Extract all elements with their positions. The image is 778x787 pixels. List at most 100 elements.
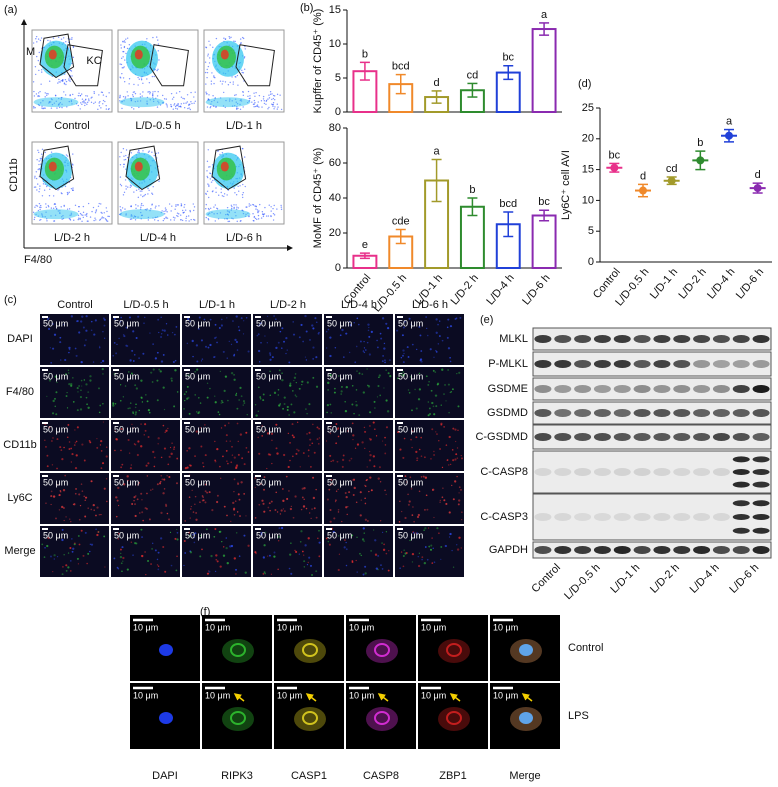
signal [85,329,88,332]
signal [318,437,321,439]
signal [458,371,461,374]
column-label: DAPI [152,770,178,782]
signal [287,432,290,435]
signal [300,508,303,511]
signal [226,514,228,517]
signal [206,491,209,494]
signal [65,564,68,567]
image [395,526,464,577]
signal [199,402,202,404]
signal [184,520,187,522]
event-dot [170,219,172,221]
signal [243,400,245,402]
signal [418,372,421,375]
micrograph: 50 μm [111,420,180,471]
signal [382,548,386,552]
signal [120,449,122,452]
signal [176,538,179,541]
event-dot [38,168,41,170]
event-dot [257,218,260,220]
event-dot [88,98,90,100]
signal [129,467,132,470]
event-dot [212,46,214,49]
signal [381,568,384,570]
micrograph: 50 μm [182,367,251,418]
event-dot [79,108,81,110]
event-dot [79,94,82,97]
protein-label: C-GSDMD [475,431,528,443]
event-dot [205,216,207,219]
signal [455,317,458,319]
event-dot [57,36,60,39]
signal [407,389,410,391]
event-dot [166,106,168,108]
event-dot [84,214,86,216]
event-dot [217,150,219,152]
signal [199,555,202,558]
event-dot [244,185,246,188]
event-dot [222,80,224,83]
signal [460,489,462,491]
signal [89,543,91,545]
event-dot [77,210,80,213]
event-dot [267,108,269,110]
signal [133,496,136,499]
event-dot [65,83,67,86]
event-dot [263,213,266,215]
signal [226,357,228,359]
signal [56,438,59,441]
signal [146,475,149,477]
event-dot [206,71,209,74]
signal [379,394,382,397]
column-label: L/D-0.5 h [123,299,168,311]
signal [415,436,418,439]
event-dot [224,38,227,41]
event-dot [33,107,35,109]
image [346,615,416,681]
signal [364,572,367,575]
signal [41,543,44,546]
signal [206,572,209,575]
event-dot [157,50,159,52]
signal [79,408,83,411]
signal [238,498,241,501]
signal [97,531,100,533]
signal [402,456,405,459]
signal [417,398,421,401]
nucleus [446,711,462,725]
signal [330,479,333,481]
signal [326,347,328,349]
event-dot [237,107,239,110]
event-dot [39,206,41,209]
signal [126,475,129,478]
event-dot [132,91,135,93]
scale-label: 10 μm [349,622,374,632]
signal [276,511,279,513]
band [673,513,691,521]
image [40,367,109,418]
signal [404,516,407,520]
signal [403,373,406,376]
signal [268,352,272,355]
signal [363,347,366,349]
event-dot [165,209,167,211]
event-dot [123,163,125,166]
image [111,367,180,418]
signal [298,387,301,390]
event-dot [40,69,43,71]
y-tick-label: 25 [582,102,594,114]
signal [183,564,185,567]
event-dot [104,218,107,220]
micrograph: 50 μm [40,367,109,418]
signal [271,356,274,359]
micrograph: 50 μm [111,367,180,418]
signal [303,566,306,568]
event-dot [133,191,135,193]
event-dot [215,191,217,194]
event-dot [229,81,231,84]
event-dot [194,100,196,102]
scale-label: 10 μm [133,622,158,632]
signal [67,369,70,372]
signal [141,554,144,558]
signal [235,392,238,395]
